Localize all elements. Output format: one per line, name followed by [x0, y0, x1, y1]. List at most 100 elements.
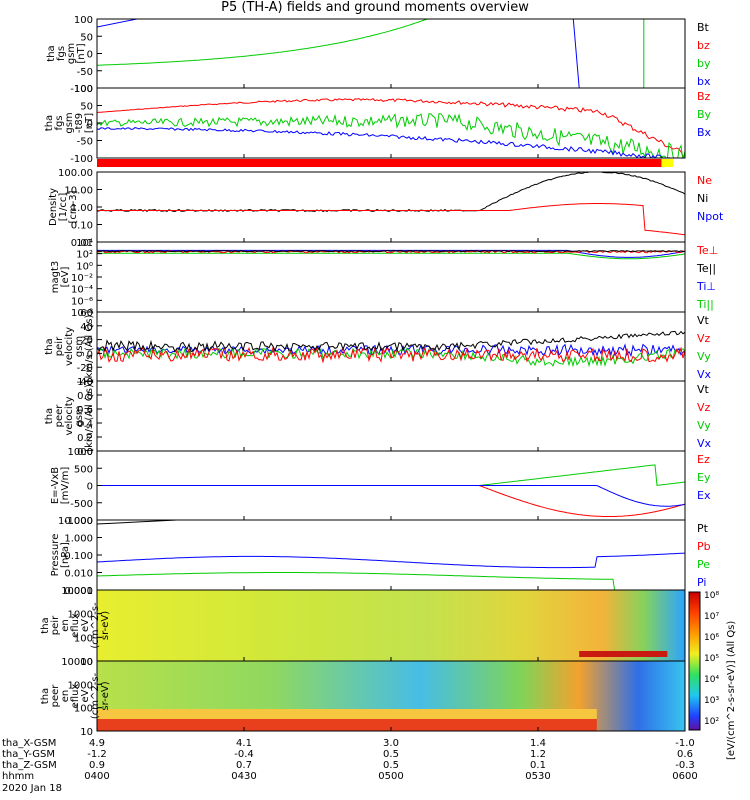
ytick-label: 10 — [80, 657, 93, 668]
ytick-label: 0 — [87, 50, 93, 61]
ylabel-line: tha — [44, 338, 55, 354]
legend-Vz: Vz — [697, 401, 711, 414]
orbit-value: -0.4 — [234, 749, 254, 760]
ytick-label: 50 — [80, 32, 93, 43]
series-ne — [97, 203, 685, 236]
legend-Te||: Te|| — [696, 262, 716, 275]
series-bx — [97, 127, 685, 158]
legend-Bz: Bz — [697, 90, 711, 103]
legend-bz: bz — [697, 39, 710, 52]
ytick-label: 1000 — [68, 447, 93, 458]
orbit-label-tha_X-GSM: tha_X-GSM — [2, 738, 56, 749]
ylabel-line: en — [60, 619, 71, 632]
orbit-label-hhmm: hhmm — [2, 771, 34, 782]
legend-Vz: Vz — [697, 332, 711, 345]
ytick-label: 1.000 — [64, 534, 93, 545]
ytick-label: 20 — [80, 336, 93, 347]
ylabel-line: [nPa] — [60, 542, 71, 568]
ytick-label: 10.00 — [64, 186, 93, 197]
series-ni — [97, 172, 685, 213]
ytick-label: -500 — [70, 499, 93, 510]
legend-Ti||: Ti|| — [696, 298, 714, 311]
ytick-label: 60 — [80, 308, 93, 319]
ytick-label: 50 — [80, 102, 93, 113]
ytick-label: -50 — [77, 137, 93, 148]
ylabel-line: tha — [40, 617, 51, 633]
orbit-value: 0500 — [378, 771, 403, 782]
legend-Vx: Vx — [697, 437, 712, 450]
ytick-label: 100 — [74, 633, 93, 644]
ytick-label: 0.8 — [77, 391, 93, 402]
series-ey — [97, 464, 685, 486]
series-ti-par — [97, 252, 685, 260]
ytick-label: 10 — [80, 727, 93, 738]
legend-Ez: Ez — [697, 453, 710, 466]
ytick-label: -100 — [70, 84, 93, 95]
ytick-label: -50 — [77, 67, 93, 78]
colorbar-tick-label: 10⁵ — [704, 654, 719, 664]
colorbar — [688, 591, 701, 731]
ytick-label: 0.010 — [64, 569, 93, 580]
ytick-label: 0 — [87, 349, 93, 360]
ylabel-line: peir — [54, 336, 65, 356]
ylabel-line: eflux — [70, 684, 81, 709]
colorbar-tick-label: 10⁶ — [704, 633, 719, 643]
colorbar-tick-label: 10³ — [704, 696, 719, 706]
ylabel-line: tha — [40, 688, 51, 704]
legend-Pt: Pt — [697, 522, 709, 535]
colorbar-tick-label: 10⁸ — [704, 591, 719, 601]
legend-Ey: Ey — [697, 471, 711, 484]
ytick-label: 10⁰ — [76, 261, 93, 272]
ytick-label: 100 — [74, 84, 93, 95]
ylabel-line: velocity — [64, 327, 75, 366]
ytick-label: -1000 — [64, 516, 93, 527]
legend-Te⊥: Te⊥ — [696, 244, 718, 257]
ylabel-line: peer — [54, 404, 65, 428]
series-pe — [97, 572, 616, 590]
colorbar-tick-label: 10² — [704, 717, 719, 727]
orbit-value: 4.9 — [89, 738, 105, 749]
orbit-label-tha_Z-GSM: tha_Z-GSM — [2, 760, 57, 771]
series-bx-spike — [572, 19, 580, 88]
ylabel-line: gsm — [66, 43, 77, 64]
orbit-value: -1.2 — [87, 749, 107, 760]
ylabel-line: sr-eV) — [100, 681, 111, 710]
ytick-label: 100.00 — [58, 168, 93, 179]
series-ex — [97, 485, 685, 507]
ylabel-line: gsm — [74, 405, 85, 426]
colorbar-tick-label: 10⁴ — [704, 675, 719, 685]
ytick-label: 10⁻⁴ — [71, 285, 93, 296]
ytick-label: 10000 — [61, 657, 93, 668]
orbit-value: 0.6 — [677, 749, 693, 760]
orbit-value: 3.0 — [383, 738, 399, 749]
ytick-label: 0.2 — [77, 433, 93, 444]
ytick-label: 10⁻² — [71, 273, 93, 284]
ylabel-line: E=-VxB — [50, 467, 61, 504]
series-vx — [97, 343, 685, 358]
panel-frame-3 — [96, 171, 686, 243]
ytick-label: 1000 — [68, 610, 93, 621]
ytick-label: 0.0 — [77, 447, 93, 458]
series-pi — [97, 552, 685, 569]
ylabel-line: eV — [80, 619, 91, 632]
spectrogram-ion — [97, 590, 685, 661]
ytick-label: 500 — [74, 464, 93, 475]
orbit-value: 0400 — [84, 771, 109, 782]
orbit-value: 0530 — [525, 771, 550, 782]
ylabel-line: [mV/m] — [60, 467, 71, 505]
ytick-label: 0.10 — [71, 221, 93, 232]
ytick-label: 0.4 — [77, 419, 93, 430]
orbit-value: 0600 — [672, 771, 697, 782]
series-vt — [97, 330, 685, 353]
ytick-label: 10.000 — [58, 516, 93, 527]
legend-Vt: Vt — [697, 314, 710, 327]
ylabel-line: eV — [80, 689, 91, 702]
legend-Ne: Ne — [697, 174, 712, 187]
ylabel-line: tha — [44, 408, 55, 424]
orbit-value: -1.0 — [675, 738, 695, 749]
legend-Vx: Vx — [697, 368, 712, 381]
legend-Vy: Vy — [697, 350, 711, 363]
spectrogram-low-energy-band — [97, 719, 597, 731]
series-by — [97, 19, 685, 66]
orbit-value: 0.5 — [383, 749, 399, 760]
